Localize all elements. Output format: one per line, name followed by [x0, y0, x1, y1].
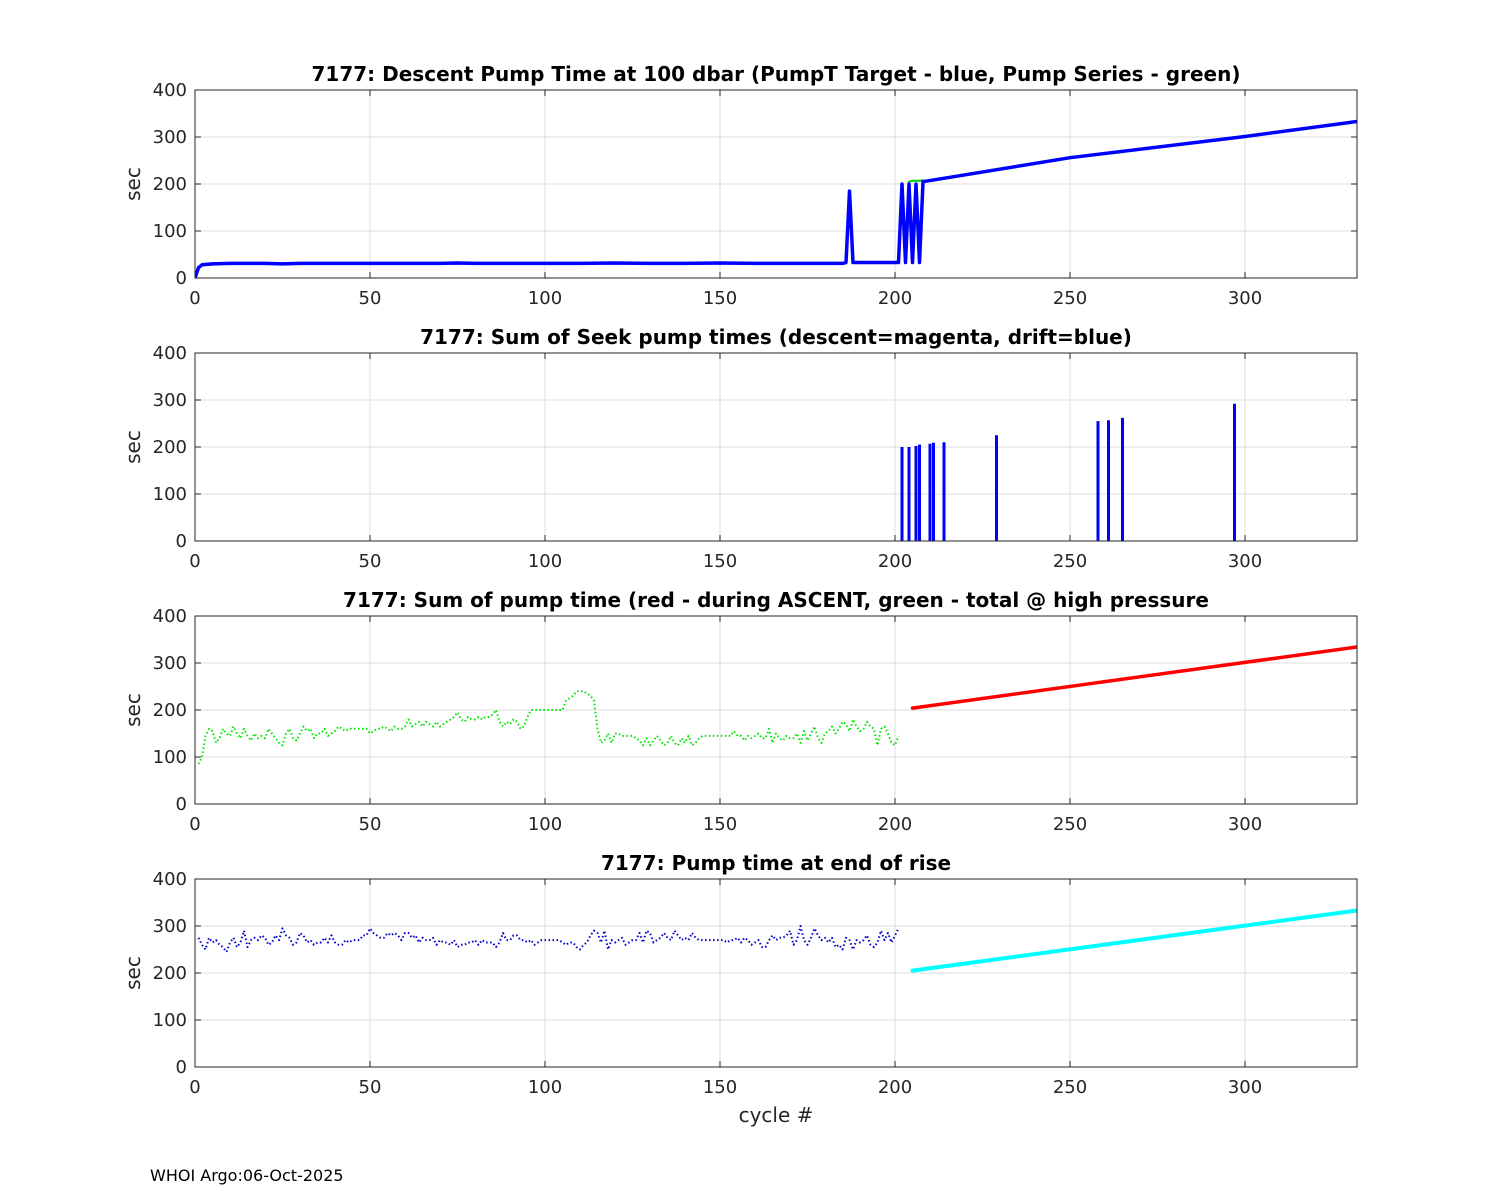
series-line-2	[910, 645, 1357, 710]
chart-panel-3: 0 50 100 150 200 250 300 0 100 200 300 400 7177: Sum…	[121, 588, 1358, 835]
y-tick-label: 0	[176, 268, 187, 289]
x-tick-label: 150	[703, 551, 737, 572]
x-tick-label: 0	[189, 288, 200, 309]
x-tick-label: 200	[878, 551, 912, 572]
x-tick-label: 200	[878, 814, 912, 835]
chart-title: 7177: Sum of pump time (red - during ASC…	[343, 588, 1209, 612]
x-tick-label: 100	[528, 551, 562, 572]
x-tick-label: 0	[189, 1077, 200, 1098]
x-tick-label: 300	[1228, 288, 1262, 309]
x-tick-label: 100	[528, 1077, 562, 1098]
y-tick-label: 0	[176, 531, 187, 552]
x-tick-label: 100	[528, 288, 562, 309]
chart-title: 7177: Pump time at end of rise	[601, 851, 951, 875]
x-tick-label: 50	[359, 288, 382, 309]
y-tick-label: 100	[153, 747, 187, 768]
series-group	[195, 119, 1357, 278]
y-tick-label: 0	[176, 794, 187, 815]
y-tick-label: 300	[153, 127, 187, 148]
x-tick-label: 250	[1053, 814, 1087, 835]
y-tick-label: 400	[153, 343, 187, 364]
x-tick-label: 100	[528, 814, 562, 835]
y-tick-label: 200	[153, 437, 187, 458]
chart-panel-4: 0 50 100 150 200 250 300 0 100 200 300 400 7177: Pum…	[121, 851, 1358, 1127]
y-tick-label: 400	[153, 606, 187, 627]
y-tick-label: 300	[153, 916, 187, 937]
series-group	[197, 908, 1357, 973]
x-tick-label: 50	[359, 814, 382, 835]
y-tick-label: 400	[153, 80, 187, 101]
x-tick-label: 200	[878, 288, 912, 309]
x-tick-label: 0	[189, 551, 200, 572]
y-tick-label: 300	[153, 390, 187, 411]
series-line-2	[195, 119, 1357, 278]
series-line-1	[197, 690, 900, 765]
series-line-2	[910, 908, 1357, 973]
y-tick-label: 300	[153, 653, 187, 674]
x-tick-label: 300	[1228, 814, 1262, 835]
y-axis-label: sec	[121, 693, 145, 727]
y-tick-label: 200	[153, 963, 187, 984]
x-tick-label: 150	[703, 814, 737, 835]
series-group	[900, 403, 1236, 541]
x-tick-label: 150	[703, 1077, 737, 1098]
y-tick-label: 200	[153, 700, 187, 721]
x-tick-label: 250	[1053, 551, 1087, 572]
y-tick-label: 100	[153, 221, 187, 242]
x-tick-label: 50	[359, 1077, 382, 1098]
y-axis-label: sec	[121, 956, 145, 990]
x-axis-label: cycle #	[739, 1103, 814, 1127]
y-tick-label: 100	[153, 484, 187, 505]
y-tick-label: 200	[153, 174, 187, 195]
y-tick-label: 0	[176, 1057, 187, 1078]
chart-panel-2: 0 50 100 150 200 250 300 0 100 200 300 400 7177: Sum…	[121, 325, 1358, 572]
x-tick-label: 150	[703, 288, 737, 309]
x-tick-label: 50	[359, 551, 382, 572]
x-tick-label: 200	[878, 1077, 912, 1098]
footer-text: WHOI Argo:06-Oct-2025	[150, 1166, 344, 1185]
chart-panel-1: 0 50 100 150 200 250 300 0 100 200 300 400 7177: Des…	[121, 62, 1358, 309]
chart-title: 7177: Descent Pump Time at 100 dbar (Pum…	[312, 62, 1241, 86]
y-axis-label: sec	[121, 167, 145, 201]
x-tick-label: 0	[189, 814, 200, 835]
y-tick-label: 400	[153, 869, 187, 890]
x-tick-label: 250	[1053, 288, 1087, 309]
x-tick-label: 250	[1053, 1077, 1087, 1098]
y-axis-label: sec	[121, 430, 145, 464]
x-tick-label: 300	[1228, 1077, 1262, 1098]
series-group	[197, 645, 1357, 765]
y-tick-label: 100	[153, 1010, 187, 1031]
chart-title: 7177: Sum of Seek pump times (descent=ma…	[420, 325, 1132, 349]
x-tick-label: 300	[1228, 551, 1262, 572]
